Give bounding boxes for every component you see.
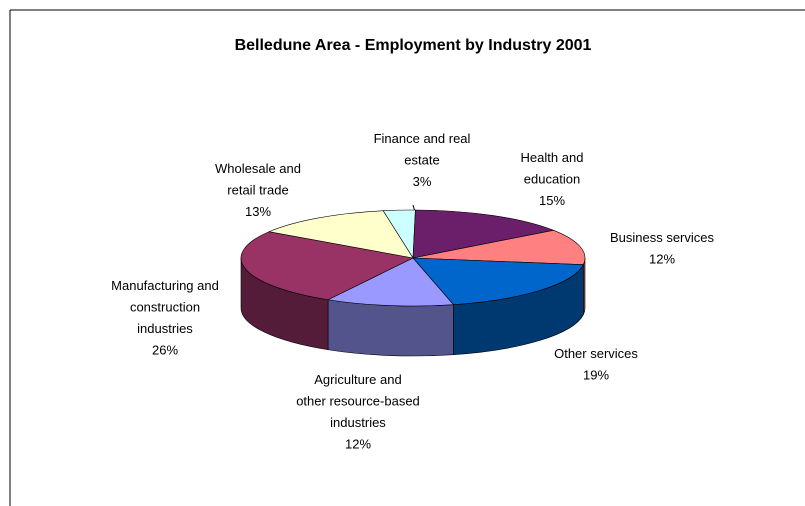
slice-value-label: 26% bbox=[152, 343, 178, 358]
slice-label: Wholesale and retail trade bbox=[215, 161, 301, 198]
slice-label: Business services bbox=[610, 230, 715, 245]
slice-value-label: 19% bbox=[583, 368, 609, 383]
slice bbox=[327, 257, 455, 307]
slice bbox=[240, 231, 414, 301]
slice bbox=[412, 230, 586, 265]
slice-label: Finance and real estate bbox=[374, 131, 471, 168]
slice-label: Health and education bbox=[521, 150, 584, 187]
slice-label: Manufacturing and construction industries bbox=[111, 278, 219, 336]
chart-title: Belledune Area - Employment by Industry … bbox=[235, 37, 592, 54]
slice-label: Other services bbox=[554, 346, 638, 361]
slice-value-label: 12% bbox=[649, 252, 675, 267]
slice bbox=[412, 209, 555, 259]
slice bbox=[268, 210, 414, 259]
slice-side bbox=[327, 299, 454, 357]
slice-value-label: 13% bbox=[245, 204, 271, 219]
slice-value-label: 12% bbox=[345, 437, 371, 452]
slice bbox=[412, 257, 584, 305]
slice-value-label: 15% bbox=[539, 193, 565, 208]
slice-value-label: 3% bbox=[413, 174, 432, 189]
slice-label: Agriculture and other resource-based indus… bbox=[296, 372, 420, 430]
